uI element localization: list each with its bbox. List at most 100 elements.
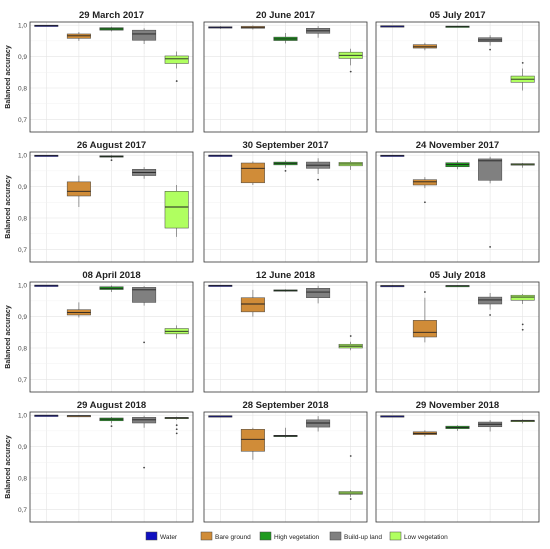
- legend-label: Water: [160, 534, 178, 541]
- outlier-point: [317, 178, 319, 181]
- box-iqr: [164, 55, 189, 64]
- box: [412, 42, 437, 51]
- box: [478, 293, 503, 316]
- panel: 05 July 2018: [375, 270, 540, 393]
- box-iqr: [240, 162, 265, 184]
- box: [338, 335, 363, 351]
- box: [273, 160, 298, 172]
- box: [306, 158, 331, 181]
- outlier-point: [175, 432, 178, 435]
- y-tick-label: 1,0: [18, 283, 27, 290]
- panel-title: 29 March 2017: [79, 10, 144, 21]
- legend-swatch: [145, 531, 158, 541]
- box: [338, 160, 363, 170]
- box: [164, 51, 189, 82]
- y-tick-label: 0,7: [18, 507, 27, 514]
- outlier-point: [175, 428, 178, 431]
- box: [306, 285, 331, 304]
- plot-frame: [203, 21, 368, 133]
- y-tick-label: 0,8: [18, 86, 27, 93]
- box: [99, 155, 124, 162]
- box-iqr: [132, 29, 157, 41]
- box: [273, 33, 298, 44]
- box: [132, 286, 157, 344]
- y-axis-label: Balanced accuracy: [5, 435, 12, 499]
- y-tick-label: 0,7: [18, 117, 27, 124]
- box: [66, 302, 91, 318]
- box: [445, 285, 470, 288]
- box: [164, 325, 189, 339]
- box: [240, 25, 265, 30]
- box: [380, 25, 405, 28]
- panel-title: 29 November 2018: [416, 400, 499, 411]
- outlier-point: [349, 70, 352, 73]
- plot-frame: [203, 411, 368, 523]
- plot-frame: [29, 411, 194, 523]
- panel: 24 November 2017: [375, 140, 540, 263]
- box-iqr: [240, 429, 265, 452]
- outlier-point: [489, 246, 491, 248]
- box: [510, 61, 535, 91]
- y-axis-label: Balanced accuracy: [5, 45, 12, 109]
- box: [34, 284, 59, 287]
- plot-frame: [375, 411, 540, 523]
- panel: 20 June 2017: [203, 10, 368, 133]
- box-iqr: [164, 191, 189, 229]
- box: [66, 415, 91, 418]
- plot-frame: [29, 151, 194, 263]
- box: [34, 24, 59, 27]
- legend-swatch: [389, 531, 402, 541]
- box-iqr: [132, 287, 157, 303]
- panel-title: 26 August 2017: [77, 140, 146, 151]
- panel-title: 08 April 2018: [82, 270, 140, 281]
- y-axis-label: Balanced accuracy: [5, 175, 12, 239]
- box: [208, 284, 233, 287]
- panel: 29 March 2017 0,7 0,8 0,9 1,0 Balanced accura…: [5, 10, 194, 133]
- box: [306, 26, 331, 38]
- box-iqr: [412, 179, 437, 186]
- panel: 29 November 2018: [375, 400, 540, 523]
- box-iqr: [240, 297, 265, 313]
- box: [99, 285, 124, 293]
- y-tick-label: 0,9: [18, 54, 27, 61]
- legend-item: Water: [145, 531, 178, 541]
- outlier-point: [110, 425, 113, 428]
- outlier-point: [284, 169, 287, 172]
- panel: 12 June 2018: [203, 270, 368, 393]
- y-tick-label: 0,8: [18, 476, 27, 483]
- box-iqr: [478, 296, 503, 305]
- panel-title: 20 June 2017: [256, 10, 315, 21]
- box: [66, 175, 91, 207]
- outlier-point: [175, 80, 178, 82]
- box-iqr: [306, 288, 331, 298]
- y-tick-label: 0,8: [18, 216, 27, 223]
- plot-frame: [375, 151, 540, 263]
- panel: 26 August 2017 0,7 0,8 0,9 1,0 Balanced accur…: [5, 140, 194, 263]
- plot-frame: [375, 281, 540, 393]
- box: [164, 185, 189, 237]
- y-tick-label: 0,9: [18, 444, 27, 451]
- box: [445, 25, 470, 28]
- box: [240, 427, 265, 460]
- box: [208, 154, 233, 157]
- box: [240, 161, 265, 185]
- y-tick-label: 0,9: [18, 314, 27, 321]
- box: [66, 32, 91, 41]
- outlier-point: [349, 455, 352, 457]
- panel-title: 05 July 2018: [430, 270, 486, 281]
- box: [380, 415, 405, 418]
- y-tick-label: 1,0: [18, 153, 27, 160]
- outlier-point: [424, 201, 426, 204]
- box: [510, 163, 535, 168]
- plot-frame: [29, 281, 194, 393]
- box: [240, 289, 265, 317]
- outlier-point: [521, 61, 524, 64]
- legend-label: High vegetation: [274, 534, 320, 541]
- box: [412, 430, 437, 437]
- y-axis-label: Balanced accuracy: [5, 305, 12, 369]
- box: [478, 35, 503, 51]
- outlier-point: [349, 335, 352, 337]
- box: [478, 156, 503, 248]
- panel-title: 05 July 2017: [430, 10, 486, 21]
